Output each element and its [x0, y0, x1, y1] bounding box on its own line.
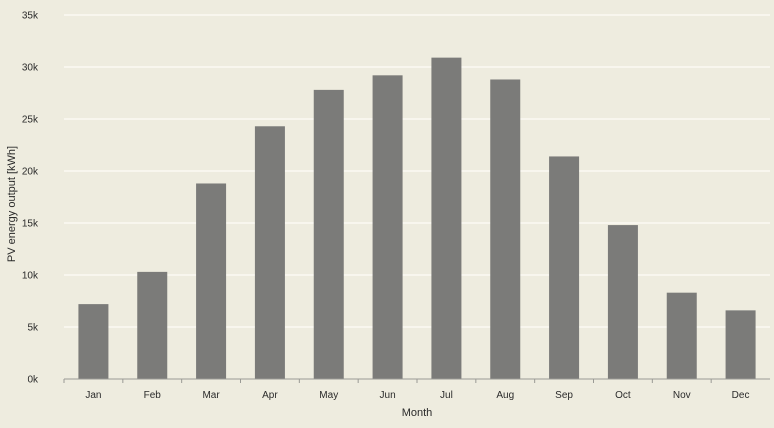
x-tick-label-apr: Apr	[262, 390, 278, 401]
bar-nov	[667, 293, 697, 379]
x-tick-label-aug: Aug	[496, 390, 514, 401]
x-axis-tick-labels: Jan Feb Mar Apr May Jun Jul Aug Sep Oct Nov Dec	[64, 379, 749, 401]
x-tick-label-oct: Oct	[615, 390, 631, 401]
bar-jun	[373, 75, 403, 379]
bar-apr	[255, 126, 285, 379]
bar-may	[314, 90, 344, 379]
bar-oct	[608, 225, 638, 379]
x-tick-label-feb: Feb	[144, 390, 162, 401]
x-tick-label-may: May	[319, 390, 338, 401]
y-tick-label: 0k	[27, 375, 39, 386]
x-tick-label-jun: Jun	[380, 390, 396, 401]
bar-aug	[490, 79, 520, 379]
y-tick-label: 20k	[22, 167, 39, 178]
y-tick-label: 15k	[22, 219, 39, 230]
y-tick-label: 10k	[22, 271, 39, 282]
x-tick-label-jul: Jul	[440, 390, 453, 401]
bar-jan	[78, 304, 108, 379]
y-tick-label: 5k	[27, 323, 39, 334]
x-tick-label-sep: Sep	[555, 390, 573, 401]
y-axis-tick-labels: 0k 5k 10k 15k 20k 25k 30k 35k	[22, 11, 39, 386]
y-tick-label: 25k	[22, 115, 39, 126]
bar-jul	[431, 58, 461, 379]
y-axis-title: PV energy output [kWh]	[6, 146, 18, 262]
bar-layer	[78, 58, 755, 379]
y-tick-label: 35k	[22, 11, 39, 22]
x-tick-label-mar: Mar	[202, 390, 220, 401]
x-tick-label-dec: Dec	[732, 390, 750, 401]
y-tick-label: 30k	[22, 63, 39, 74]
x-tick-label-jan: Jan	[85, 390, 101, 401]
bar-feb	[137, 272, 167, 379]
bar-sep	[549, 156, 579, 379]
bar-dec	[726, 310, 756, 379]
bar-mar	[196, 183, 226, 379]
grid-layer	[64, 15, 770, 327]
x-tick-label-nov: Nov	[673, 390, 691, 401]
x-axis-title: Month	[402, 407, 433, 419]
